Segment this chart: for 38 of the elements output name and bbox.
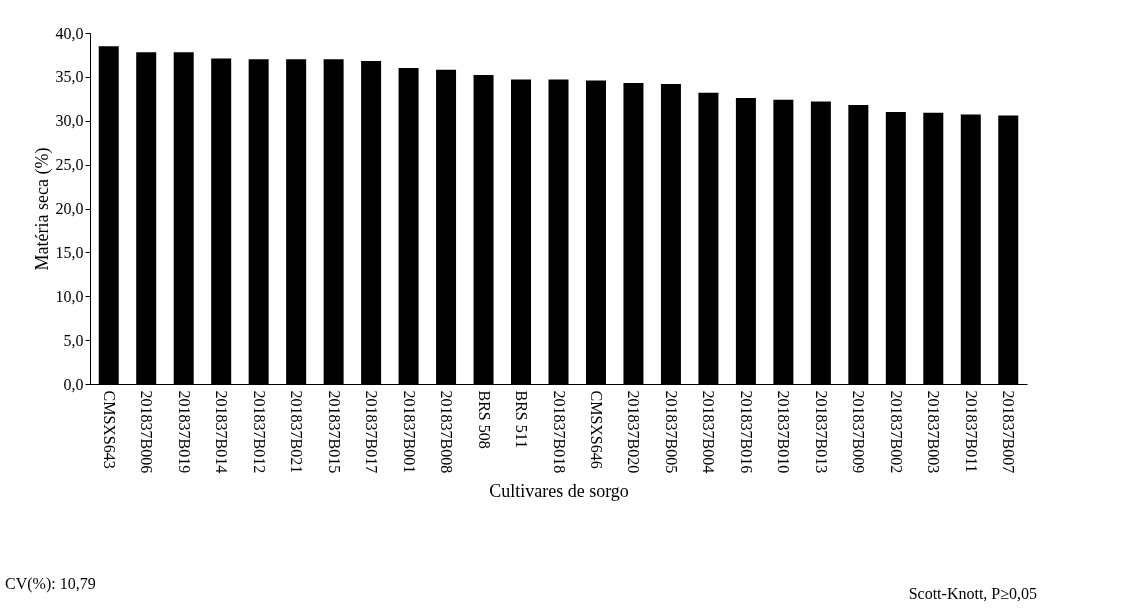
y-tick-label: 5,0 xyxy=(63,331,84,349)
x-axis-title: Cultivares de sorgo xyxy=(489,481,629,502)
x-tick-label: 201837B012 xyxy=(250,390,268,474)
x-tick-label: 201837B017 xyxy=(363,390,381,474)
x-tick-label: 201837B002 xyxy=(887,390,905,474)
y-tick-label: 35,0 xyxy=(55,68,84,86)
x-tick-label: 201837B010 xyxy=(775,390,793,474)
text: Scott-Knott, P≥0,05 xyxy=(908,585,1037,602)
y-tick-label: 0,0 xyxy=(63,375,84,393)
x-tick-label: CMSXS643 xyxy=(100,390,118,469)
x-tick-label: 201837B021 xyxy=(288,390,306,474)
y-tick-label: 20,0 xyxy=(55,200,84,217)
x-tick-label: 201837B011 xyxy=(962,390,980,473)
x-tick-label: 201837B016 xyxy=(737,390,755,474)
x-tick-label: 201837B007 xyxy=(1000,390,1018,474)
x-tick-label: 201837B018 xyxy=(550,390,568,474)
y-tick-label: 15,0 xyxy=(55,243,84,261)
x-tick-label: 201837B008 xyxy=(438,390,456,474)
y-tick-label: 25,0 xyxy=(55,156,84,174)
text: CV(%): 10,79 xyxy=(5,575,96,593)
x-tick-label: 201837B003 xyxy=(925,390,943,474)
x-tick-label: 201837B013 xyxy=(812,390,830,474)
x-tick-label: 201837B019 xyxy=(175,390,193,474)
y-tick-label: 10,0 xyxy=(55,287,84,305)
x-tick-label: 201837B004 xyxy=(700,390,718,474)
x-tick-label: CMSXS646 xyxy=(587,390,605,469)
y-tick-label: 40,0 xyxy=(55,24,84,42)
x-tick-label: 201837B020 xyxy=(625,390,643,474)
x-tick-label: 201837B014 xyxy=(213,390,231,474)
x-tick-label: 201837B015 xyxy=(325,390,343,474)
x-tick-label: 201837B005 xyxy=(662,390,680,474)
x-tick-label: BRS 508 xyxy=(475,390,493,449)
x-tick-label: 201837B009 xyxy=(850,390,868,474)
x-tick-label: BRS 511 xyxy=(513,390,531,449)
y-tick-label: 30,0 xyxy=(55,112,84,130)
y-axis-title: Matéria seca (%) xyxy=(31,147,53,271)
x-tick-label: 201837B006 xyxy=(138,390,156,474)
x-tick-label: 201837B001 xyxy=(400,390,418,474)
